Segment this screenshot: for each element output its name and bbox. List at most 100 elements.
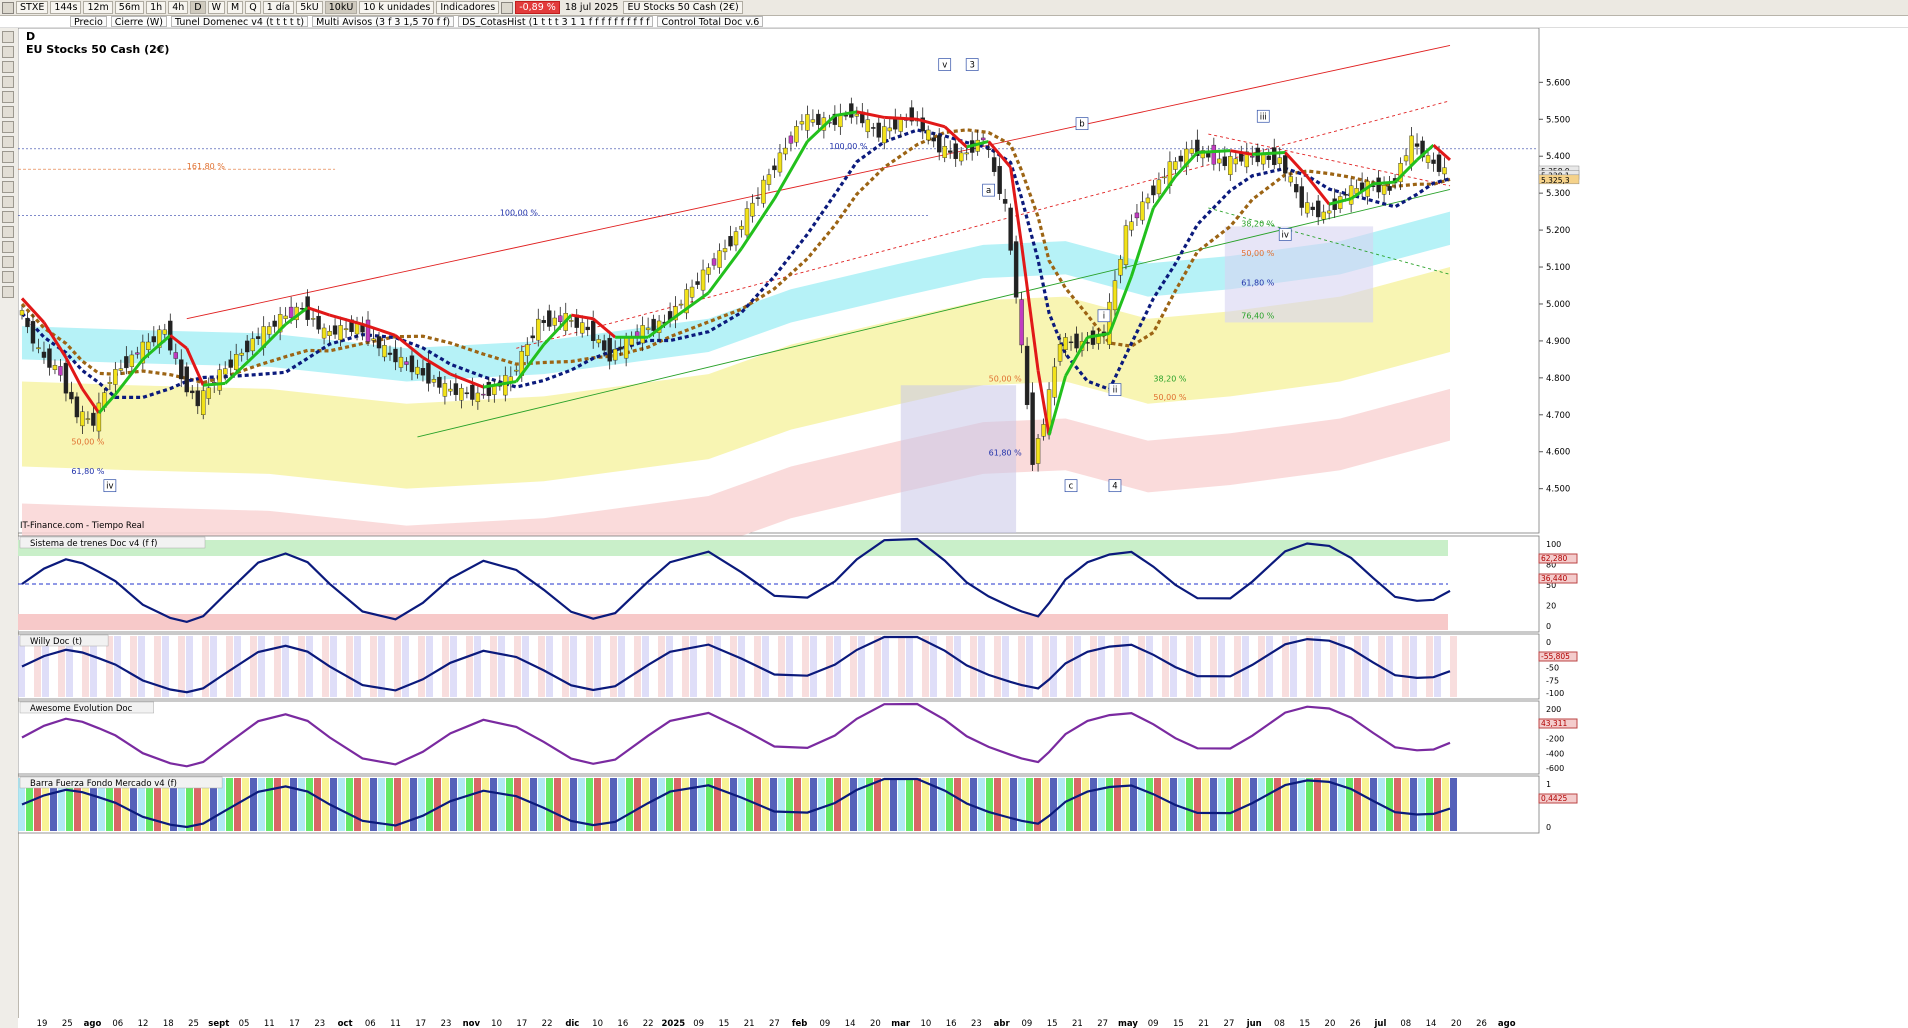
fast-line	[284, 306, 309, 326]
alert-icon[interactable]	[2, 271, 14, 283]
candle	[239, 352, 244, 356]
pan-icon[interactable]	[2, 76, 14, 88]
price-pane[interactable]: 5.600 5.500 5.400 5.300 5.200 5.100 5.000 4.900…	[18, 28, 1580, 578]
units-dropdown[interactable]: 10 k unidades	[359, 1, 435, 14]
pane-stripe	[914, 778, 921, 831]
pane-stripe	[674, 636, 681, 697]
pane-stripe	[602, 778, 609, 831]
tf-12m[interactable]: 12m	[83, 1, 113, 14]
pane-stripe	[1018, 636, 1025, 697]
tf-1h[interactable]: 1h	[146, 1, 167, 14]
rectangle-icon[interactable]	[2, 166, 14, 178]
candle	[706, 267, 711, 275]
units-10ku[interactable]: 10kU	[324, 1, 358, 14]
ellipse-icon[interactable]	[2, 181, 14, 193]
pane-stripe	[1162, 778, 1169, 831]
candle	[1266, 155, 1271, 160]
fast-line	[64, 356, 84, 390]
candle	[552, 317, 557, 326]
zoom-out-icon[interactable]	[2, 61, 14, 73]
pane-stripe	[186, 636, 193, 697]
pane-stripe	[1122, 636, 1129, 697]
tf-144s[interactable]: 144s	[50, 1, 82, 14]
pane-stripe	[1210, 636, 1217, 697]
x-tick-label: feb	[792, 1019, 808, 1028]
tf-w[interactable]: W	[207, 1, 226, 14]
candle	[393, 348, 398, 363]
pane-stripe	[362, 636, 369, 697]
pane-stripe	[954, 636, 961, 697]
candle	[91, 412, 96, 426]
settings-icon[interactable]	[2, 286, 14, 298]
y-tick-label: 5.200	[1546, 226, 1570, 236]
x-tick-label: 10	[491, 1019, 502, 1028]
units-5ku[interactable]: 5kU	[296, 1, 323, 14]
arrow-icon[interactable]	[2, 151, 14, 163]
last-date: 18 jul 2025	[564, 2, 619, 13]
pane-stripe	[450, 778, 457, 831]
pane-stripe	[466, 636, 473, 697]
chart-canvas[interactable]: 5.600 5.500 5.400 5.300 5.200 5.100 5.000 4.900…	[18, 28, 1908, 1028]
candle	[645, 327, 651, 331]
tf-4h[interactable]: 4h	[168, 1, 189, 14]
pane-stripe	[1026, 778, 1033, 831]
symbol-selector[interactable]: STXE	[16, 1, 49, 14]
pane-readout: -55,805	[1541, 652, 1570, 661]
pane-stripe	[970, 636, 977, 697]
indicator-tabs: Precio Cierre (W) Tunel Domenec v4 (t t …	[0, 16, 1908, 28]
indicator-tab[interactable]: Tunel Domenec v4 (t t t t t)	[171, 16, 309, 27]
fast-line	[647, 319, 671, 339]
channel-icon[interactable]	[2, 106, 14, 118]
indicator-tab[interactable]: Multi Avisos (3 f 3 1,5 70 f f)	[312, 16, 455, 27]
pane-stripe	[434, 636, 441, 697]
tf-56m[interactable]: 56m	[114, 1, 145, 14]
fibonacci-icon[interactable]	[2, 121, 14, 133]
app-menu-icon[interactable]	[2, 1, 14, 14]
pane-stripe	[18, 778, 25, 831]
zoom-in-icon[interactable]	[2, 46, 14, 58]
magnet-icon[interactable]	[2, 211, 14, 223]
pane-stripe	[690, 636, 697, 697]
indicator-tab[interactable]: Cierre (W)	[110, 16, 168, 27]
compare-icon[interactable]	[501, 1, 514, 14]
candle	[673, 306, 678, 321]
candle	[876, 122, 881, 138]
candle	[1156, 179, 1162, 195]
indicators-button[interactable]: Indicadores	[436, 1, 500, 14]
text-icon[interactable]	[2, 136, 14, 148]
pane-stripe	[1194, 636, 1201, 697]
pane-stripe	[570, 778, 577, 831]
tf-q[interactable]: Q	[245, 1, 261, 14]
eraser-icon[interactable]	[2, 226, 14, 238]
cursor-icon[interactable]	[2, 31, 14, 43]
indicator-tab[interactable]: Control Total Doc v.6	[657, 16, 764, 27]
lock-icon[interactable]	[2, 241, 14, 253]
candle	[761, 179, 766, 204]
candle	[25, 317, 30, 328]
pane-stripe	[994, 778, 1001, 831]
line-icon[interactable]	[2, 91, 14, 103]
period-dropdown[interactable]: 1 día	[262, 1, 295, 14]
delete-icon[interactable]	[2, 256, 14, 268]
pane-stripe	[1242, 636, 1249, 697]
pane-stripe	[474, 778, 481, 831]
pane-stripe	[498, 778, 505, 831]
candle	[1211, 144, 1217, 165]
wave-text: iv	[1282, 230, 1289, 240]
pane-title: Willy Doc (t)	[30, 637, 82, 647]
tf-m[interactable]: M	[227, 1, 244, 14]
indicator-tab[interactable]: Precio	[70, 16, 107, 27]
indicator-tab[interactable]: DS_CotasHist (1 t t t 3 1 1 f f f f f f …	[458, 16, 654, 27]
fast-line	[987, 140, 1012, 169]
measure-icon[interactable]	[2, 196, 14, 208]
candle	[1436, 154, 1442, 172]
candle	[85, 418, 91, 420]
wave-text: c	[1069, 482, 1074, 492]
tf-d[interactable]: D	[190, 1, 206, 14]
pane-stripe	[1018, 778, 1025, 831]
x-tick-label: may	[1118, 1019, 1138, 1028]
pane-stripe	[1250, 636, 1257, 697]
chart-title: EU Stocks 50 Cash (2€)	[26, 43, 169, 56]
pane-stripe	[1098, 778, 1105, 831]
